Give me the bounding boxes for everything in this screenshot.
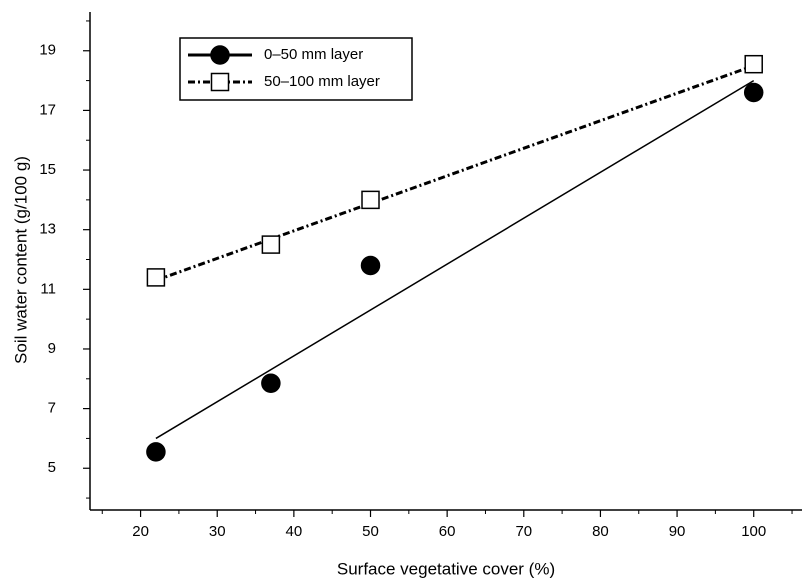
fit-line bbox=[155, 64, 755, 282]
y-tick-label: 11 bbox=[40, 280, 56, 297]
point bbox=[146, 442, 166, 462]
y-axis-title: Soil water content (g/100 g) bbox=[11, 156, 30, 364]
point bbox=[744, 54, 763, 74]
y-tick-label: 13 bbox=[39, 221, 56, 238]
y-tick-label: 19 bbox=[39, 42, 56, 59]
point bbox=[360, 255, 381, 276]
y-tick-label: 5 bbox=[48, 459, 56, 476]
x-tick-label: 40 bbox=[286, 523, 303, 540]
x-axis-title: Surface vegetative cover (%) bbox=[337, 559, 555, 578]
x-tick-label: 80 bbox=[592, 523, 609, 540]
point bbox=[146, 268, 166, 287]
point bbox=[261, 373, 281, 394]
legend-label: 50–100 mm layer bbox=[264, 73, 380, 90]
y-tick-label: 15 bbox=[39, 161, 56, 178]
x-tick-label: 20 bbox=[132, 523, 149, 540]
x-tick-label: 90 bbox=[669, 523, 686, 540]
x-tick-label: 30 bbox=[209, 523, 226, 540]
point bbox=[361, 190, 380, 210]
legend-marker bbox=[210, 72, 230, 92]
y-tick-label: 9 bbox=[48, 340, 56, 357]
legend-marker bbox=[210, 45, 230, 65]
x-tick-label: 100 bbox=[741, 523, 766, 540]
x-tick-label: 70 bbox=[515, 523, 532, 540]
fit-line bbox=[155, 79, 755, 440]
point bbox=[261, 235, 281, 254]
y-tick-label: 17 bbox=[39, 101, 56, 118]
x-tick-label: 50 bbox=[362, 523, 379, 540]
point bbox=[743, 82, 764, 103]
legend-label: 0–50 mm layer bbox=[264, 46, 363, 63]
y-tick-label: 7 bbox=[48, 400, 56, 417]
x-tick-label: 60 bbox=[439, 523, 456, 540]
